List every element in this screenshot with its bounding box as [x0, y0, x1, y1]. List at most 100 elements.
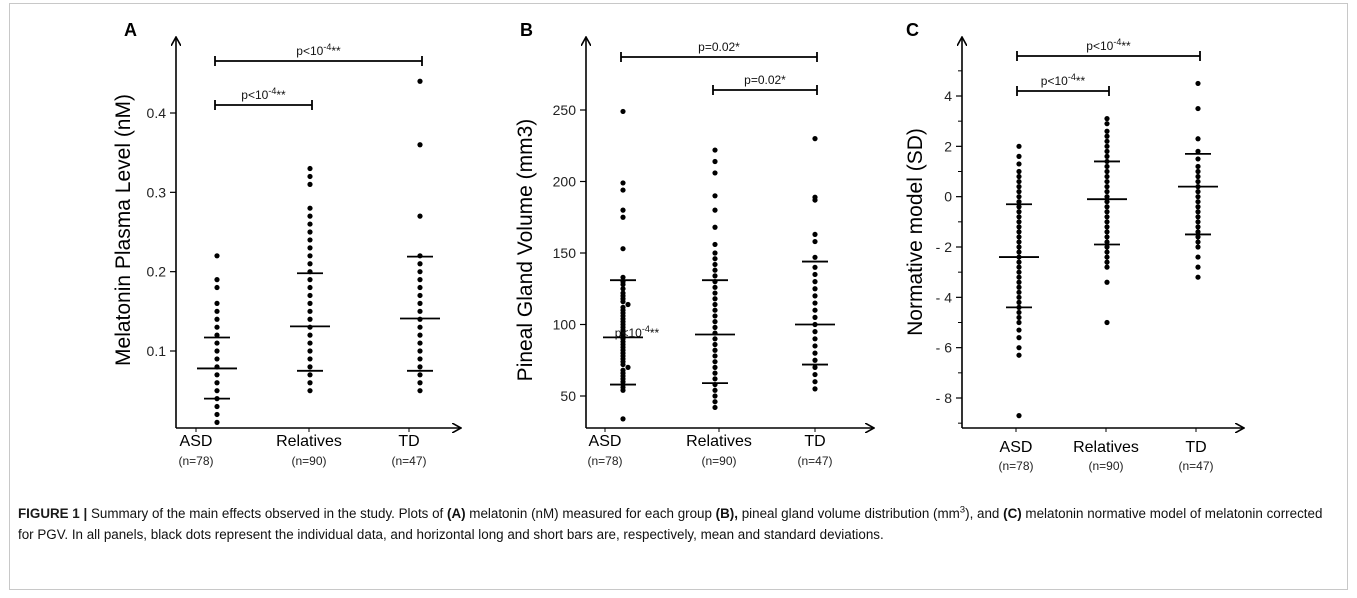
- panel-b-data-point: [812, 364, 818, 370]
- panel-a-group-label-td: TD: [398, 433, 419, 450]
- panel-c-data-point: [1104, 264, 1110, 270]
- panel-b-data-point: [620, 361, 626, 368]
- panel-c-data-point: [1016, 314, 1022, 321]
- panel-c-data-point: [1016, 168, 1022, 175]
- panel-c-data-point: [1016, 161, 1022, 167]
- panel-b-group-n-relatives: (n=90): [701, 454, 736, 468]
- panel-c-data-point: [1104, 168, 1110, 175]
- panel-a-data-point: [307, 340, 313, 346]
- panel-b-data-point: [625, 301, 631, 308]
- panel-a-data-point: [214, 253, 220, 259]
- panel-b-data-point: [812, 279, 818, 285]
- panel-c-data-point: [1104, 239, 1110, 245]
- panel-a-data-point: [417, 308, 423, 314]
- panel-c-data-point: [1104, 204, 1110, 210]
- panel-a-data-point: [214, 277, 220, 283]
- panel-a-data-point: [417, 284, 423, 291]
- panel-b-y-axis-label: Pineal Gland Volume (mm3): [514, 119, 537, 382]
- panel-a-data-point: [307, 308, 313, 314]
- panel-a-data-point: [417, 332, 423, 338]
- figure-frame: [9, 3, 1348, 590]
- panel-c-data-point: [1195, 148, 1201, 154]
- panel-b-data-point: [620, 246, 626, 252]
- panel-a-data-point: [417, 356, 423, 362]
- panel-b-data-point: [712, 313, 718, 319]
- panel-b-data-point: [712, 170, 718, 176]
- panel-b-group-label-asd: ASD: [589, 433, 622, 450]
- panel-c-data-point: [1195, 178, 1201, 185]
- panel-b-data-point: [712, 336, 718, 342]
- panel-b-data-point: [812, 136, 818, 142]
- panel-b-data-point: [712, 261, 718, 268]
- panel-b-p-value-label: p=0.02*: [698, 40, 740, 54]
- panel-c-data-point: [1016, 352, 1022, 358]
- panel-a-data-point: [417, 300, 423, 306]
- panel-c-data-point: [1016, 143, 1022, 149]
- panel-b-data-point: [712, 284, 718, 290]
- panel-b-data-point: [812, 300, 818, 306]
- panel-c-data-point: [1104, 133, 1110, 139]
- panel-a-data-point: [307, 237, 313, 243]
- panel-a-data-point: [417, 340, 423, 346]
- panel-a-data-point: [307, 300, 313, 306]
- panel-b-data-point: [712, 359, 718, 365]
- panel-b-data-point: [812, 293, 818, 299]
- panel-a-data-point: [307, 348, 313, 354]
- caption-label: FIGURE 1 |: [18, 506, 88, 521]
- panel-c-data-point: [1104, 229, 1110, 235]
- panel-a-data-point: [417, 269, 423, 275]
- panel-a-data-point: [214, 308, 220, 314]
- panel-c-data-point: [1016, 309, 1022, 316]
- panel-a-data-point: [214, 340, 220, 346]
- panel-c-data-point: [1104, 224, 1110, 230]
- panel-b-data-point: [712, 158, 718, 165]
- panel-c-data-point: [1104, 219, 1110, 225]
- panel-b-data-point: [812, 379, 818, 385]
- panel-c-data-point: [1104, 116, 1110, 122]
- caption-ref-c: (C): [1003, 506, 1022, 521]
- panel-a-data-point: [417, 261, 423, 267]
- panel-c-data-point: [1195, 239, 1201, 245]
- panel-b-data-point: [812, 386, 818, 392]
- panel-a-data-point: [417, 372, 423, 378]
- panel-c-data-point: [1195, 254, 1201, 260]
- panel-c-data-point: [1016, 249, 1022, 255]
- panel-a-group-label-asd: ASD: [180, 433, 213, 450]
- panel-a-data-point: [417, 292, 423, 299]
- panel-b-data-point: [812, 314, 818, 320]
- panel-a-p-value-label: p<10-4**: [296, 42, 341, 58]
- panel-b-data-point: [712, 301, 718, 308]
- panel-c-data-point: [1104, 199, 1110, 205]
- caption-superscript: 3: [959, 504, 966, 516]
- panel-c-data-point: [1016, 184, 1022, 190]
- panel-a-data-point: [214, 403, 220, 410]
- panel-c-data-point: [1195, 189, 1201, 195]
- panel-b-data-point: [620, 207, 626, 213]
- panel-a-data-point: [214, 316, 220, 322]
- panel-c-data-point: [1195, 244, 1201, 250]
- panel-c-data-point: [1195, 194, 1201, 200]
- panel-b-data-point: [812, 336, 818, 342]
- panel-a-data-point: [307, 388, 313, 394]
- panel-c-data-point: [1016, 319, 1022, 326]
- panel-c-data-point: [1016, 244, 1022, 250]
- panel-b-data-point: [620, 286, 626, 292]
- panel-b-y-tick-label: 250: [553, 102, 577, 118]
- panel-c-data-point: [1104, 209, 1110, 215]
- panel-c-group-label-relatives: Relatives: [1073, 439, 1139, 456]
- panel-b-data-point: [620, 214, 626, 220]
- panel-b-data-point: [620, 108, 626, 115]
- panel-a-data-point: [307, 165, 313, 172]
- panel-b-data-point: [812, 264, 818, 270]
- panel-c-y-tick-label: - 8: [936, 390, 953, 406]
- panel-a-data-point: [417, 277, 423, 283]
- panel-b-p-value-label: p<10-4**: [615, 324, 660, 340]
- panel-b-data-point: [812, 307, 818, 313]
- panel-b-letter: B: [520, 20, 533, 40]
- panel-b-data-point: [712, 376, 718, 382]
- panel-b-data-point: [712, 341, 718, 348]
- panel-b-data-point: [712, 207, 718, 213]
- panel-c-data-point: [1104, 138, 1110, 144]
- panel-b-data-point: [712, 399, 718, 405]
- panel-a-letter: A: [124, 20, 137, 40]
